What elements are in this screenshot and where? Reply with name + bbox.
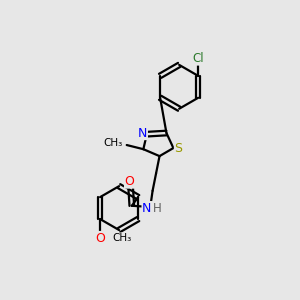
Text: O: O [124,175,134,188]
Text: S: S [175,142,182,154]
Text: N: N [138,127,147,140]
Text: CH₃: CH₃ [103,138,123,148]
Text: O: O [95,232,105,244]
Text: CH₃: CH₃ [113,233,132,243]
Text: Cl: Cl [192,52,204,65]
Text: H: H [152,202,161,214]
Text: N: N [142,202,152,214]
